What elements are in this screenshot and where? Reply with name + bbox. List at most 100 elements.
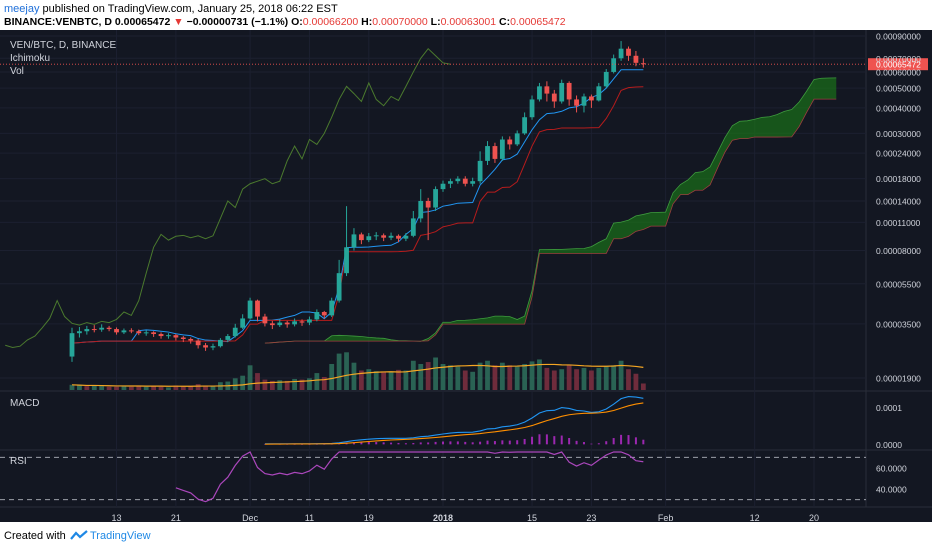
time-tick-label: 2018 [433,513,453,522]
macd-histogram-bar [642,439,645,445]
volume-bar [514,366,520,390]
candle-body [559,82,565,102]
candle-body [574,99,579,106]
candle-body [351,234,357,248]
volume-bar [136,386,142,390]
volume-bar [559,369,565,390]
rsi-tick-label: 40.0000 [876,485,907,495]
close-label: C: [499,16,511,28]
price-tick-label: 0.00090000 [876,32,921,42]
price-tick-label: 0.00024000 [876,149,921,159]
volume-ma-line [71,363,644,387]
vol-label: Vol [10,66,24,77]
candle-body [128,330,134,332]
volume-bar [537,359,542,390]
candle-body [262,316,268,324]
time-tick-label: 23 [586,513,596,522]
volume-bar [344,352,349,390]
candle-body [336,273,342,301]
macd-histogram-bar [568,438,571,445]
chart-area[interactable]: 0.00065472 0.00090000 0.00070000 0.0006000… [0,30,932,523]
volume-bar [351,362,357,390]
symbol-label: BINANCE:VENBTC, D [4,16,112,28]
close-value: 0.00065472 [510,16,566,28]
price-tick-label: 0.00070000 [876,54,921,64]
candle-body [633,55,639,63]
volume-bar [433,357,438,390]
author-link[interactable]: meejay [4,3,40,15]
tradingview-link[interactable]: TradingView [90,530,151,542]
candle-body [84,329,90,332]
macd-histogram-bar [501,440,504,445]
high-label: H: [361,16,373,28]
volume-bar [299,379,305,390]
volume-bar [507,365,513,390]
macd-histogram-bar [575,440,578,445]
volume-bar [269,380,275,390]
price-tick-label: 0.00011000 [876,218,921,228]
candle-body [618,48,624,59]
candle-body [492,146,498,159]
volume-bar [240,375,246,390]
volume-bar [247,365,253,390]
macd-histogram-bar [382,442,385,445]
macd-histogram-bar [508,440,511,445]
volume-bar [203,385,208,390]
macd-histogram-bar [464,441,467,445]
candle-body [529,99,535,118]
open-value: 0.00066200 [302,16,359,28]
candle-body [589,96,594,101]
candle-body [499,139,505,159]
candle-body [106,327,112,330]
candle-body [373,235,379,237]
volume-bar [128,386,134,390]
rsi-label: RSI [10,456,27,467]
candle-body [299,321,305,323]
volume-bar [255,373,260,390]
macd-histogram-bar [523,438,526,445]
time-axis[interactable]: 13 21 Dec 11 19 2018 15 23 Feb 12 20 [112,513,819,523]
candle-body [455,178,461,182]
candle-body [388,235,394,238]
macd-signal-line [264,402,644,445]
volume-bar [603,366,609,390]
volume-bar [358,370,364,390]
candle-body [507,139,513,145]
rsi-line [175,451,644,503]
volume-bar [232,378,238,390]
volume-bar [143,386,149,390]
macd-panel [263,395,645,445]
candle-body [203,345,208,348]
candle-body [225,336,231,340]
candle-body [514,133,520,145]
ichimoku-cloud [264,77,837,344]
price-tick-label: 0.00030000 [876,129,921,139]
price-axis[interactable]: 0.00090000 0.00070000 0.00060000 0.00050000… [876,32,921,495]
time-tick-label: 19 [364,513,374,522]
macd-histogram-bar [449,441,452,445]
volume-bar [91,385,97,390]
rsi-panel [0,451,866,503]
macd-histogram-bar [590,443,593,445]
volume-bar [477,362,483,390]
candle-body [403,235,409,239]
volume-bar [277,380,283,390]
candle-body [462,178,468,184]
last-price-tag-label: 0.00065472 [876,60,921,70]
candle-body [269,323,275,326]
volume-bar [69,384,75,390]
volume-bar [329,364,335,390]
candle-body [358,234,364,241]
chart-canvas[interactable]: 0.00065472 0.00090000 0.00070000 0.0006000… [0,30,932,523]
time-tick-label: Dec [242,513,259,522]
time-tick-label: 12 [750,513,760,522]
last-price-tag [868,58,928,71]
macd-histogram-bar [545,434,548,445]
candle-body [218,339,223,347]
volume-bar [455,366,461,390]
candle-body [485,146,490,161]
macd-histogram-bar [375,442,378,445]
candle-body [321,312,327,316]
macd-histogram-bar [442,441,444,445]
